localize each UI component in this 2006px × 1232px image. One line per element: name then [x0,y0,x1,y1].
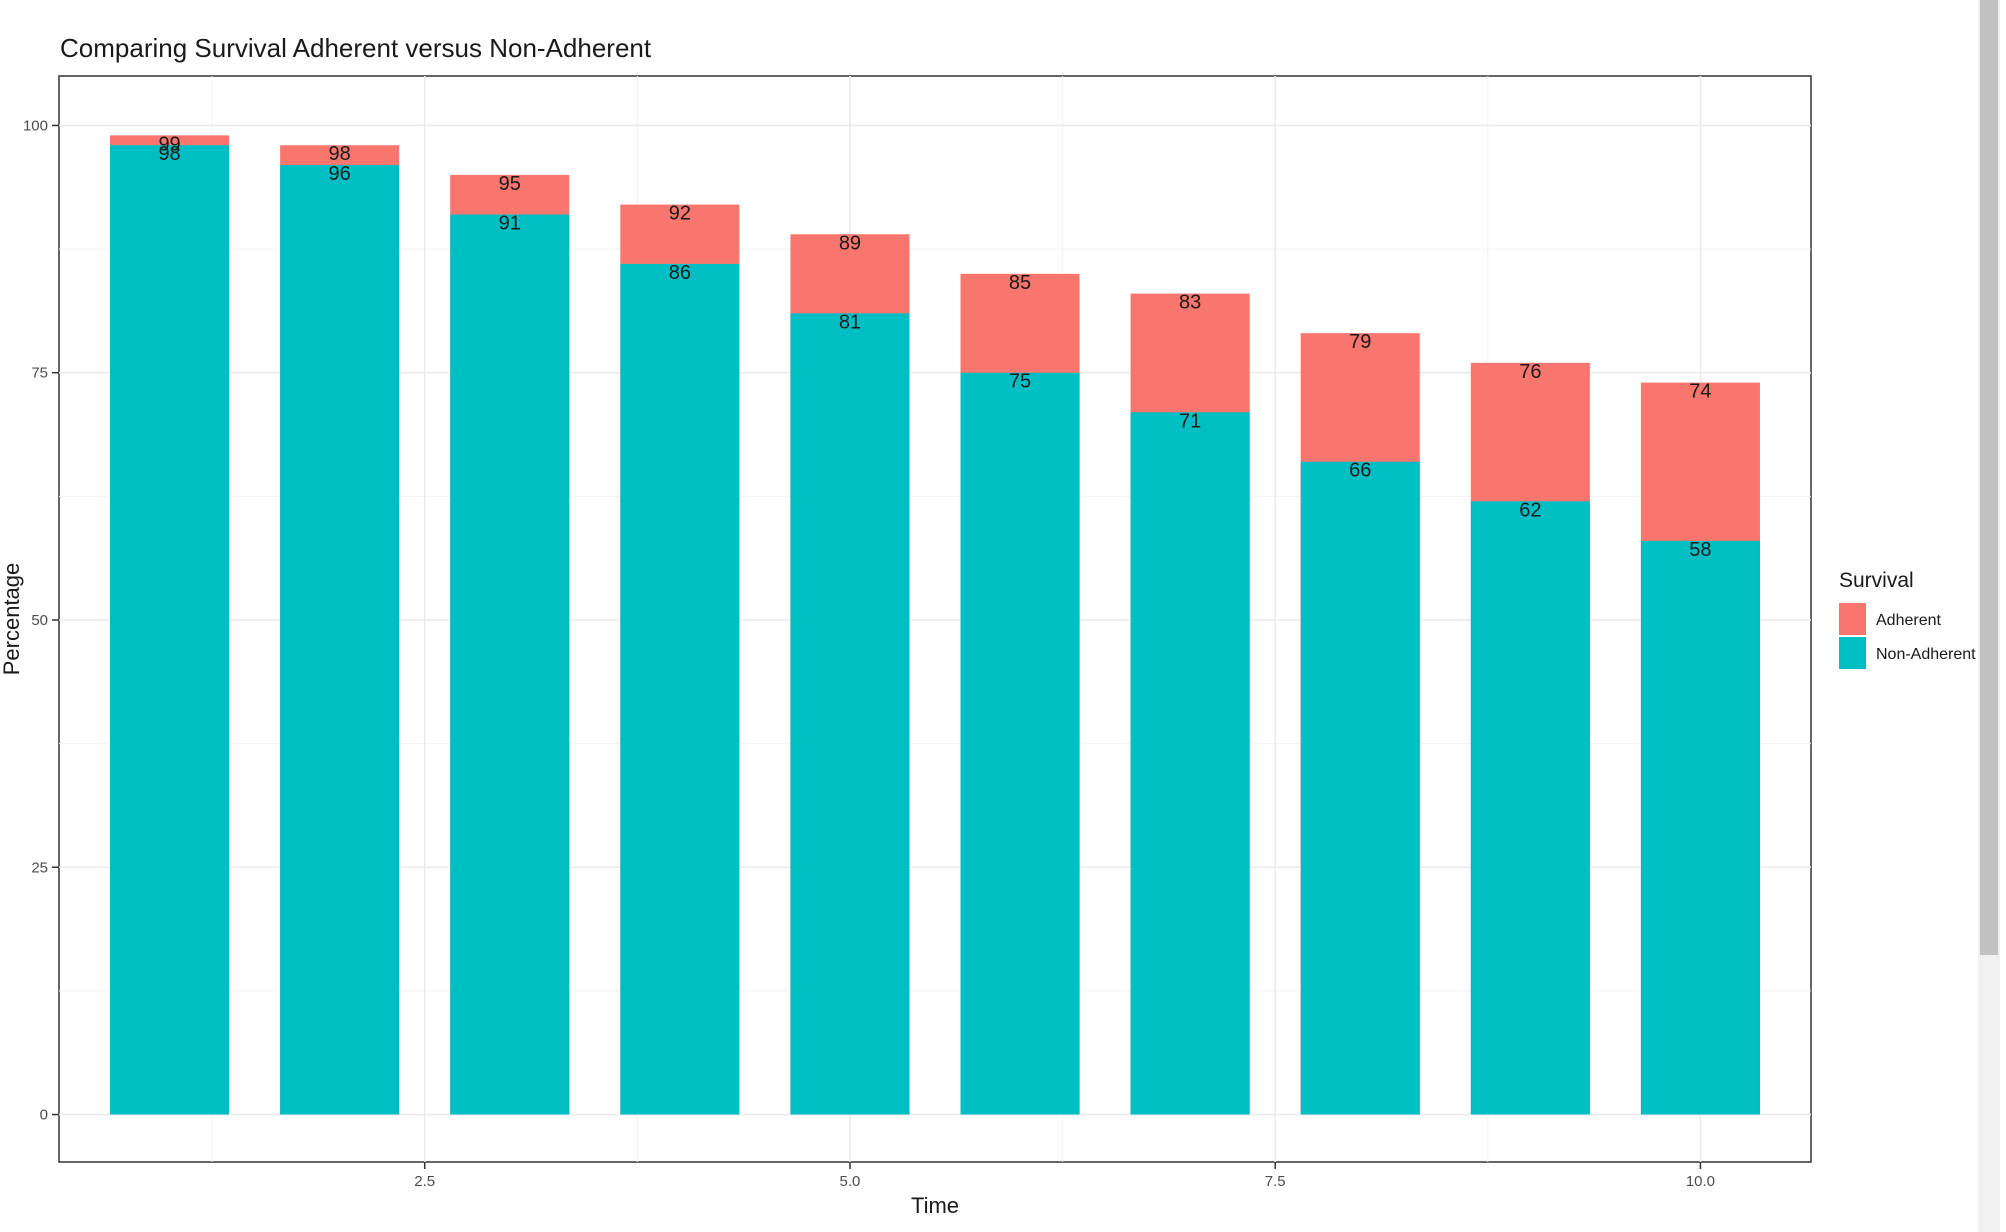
data-label-non-adherent: 96 [329,163,351,185]
data-label-adherent: 76 [1519,361,1541,383]
bar-non-adherent [1470,501,1590,1115]
data-label-non-adherent: 58 [1689,539,1711,561]
data-label-non-adherent: 81 [839,311,861,333]
y-axis-title: Percentage [0,563,24,676]
x-axis-title: Time [911,1193,959,1218]
x-axis: 2.5 5.0 7.5 10.0 [414,1162,1715,1190]
chart-title: Comparing Survival Adherent versus Non-A… [60,33,652,63]
y-tick-label: 50 [31,612,48,629]
legend-title: Survival [1839,569,1914,592]
data-label-adherent: 95 [499,173,521,195]
vertical-scrollbar-thumb[interactable] [1980,0,1998,955]
data-label-non-adherent: 91 [499,212,521,234]
bar-non-adherent [1640,540,1760,1115]
data-label-non-adherent: 66 [1349,460,1371,482]
bars [110,135,1760,1115]
x-tick-label: 10.0 [1686,1173,1715,1190]
bar-non-adherent [620,263,740,1115]
data-label-adherent: 79 [1349,331,1371,353]
x-tick-label: 2.5 [414,1173,435,1190]
legend-label-non-adherent: Non-Adherent [1876,646,1976,663]
bar-non-adherent [450,214,570,1115]
y-tick-label: 100 [23,117,48,134]
data-label-non-adherent: 75 [1009,371,1031,393]
data-label-adherent: 85 [1009,272,1031,294]
data-label-non-adherent: 62 [1519,499,1541,521]
bar-non-adherent [280,165,400,1115]
legend: Survival Adherent Non-Adherent [1839,569,1976,669]
data-label-non-adherent: 86 [669,262,691,284]
bar-non-adherent [790,313,910,1115]
x-tick-label: 7.5 [1265,1173,1286,1190]
legend-label-adherent: Adherent [1876,612,1941,629]
y-tick-label: 25 [31,859,48,876]
data-label-adherent: 99 [158,133,180,155]
data-label-adherent: 89 [839,232,861,254]
x-tick-label: 5.0 [840,1173,861,1190]
bar-non-adherent [1300,461,1420,1115]
data-label-adherent: 74 [1689,381,1711,403]
bar-non-adherent [960,372,1080,1115]
data-label-adherent: 98 [329,143,351,165]
y-axis: 0 25 50 75 100 [23,117,59,1124]
legend-key-adherent [1839,603,1866,635]
y-tick-label: 75 [31,365,48,382]
data-label-adherent: 92 [669,203,691,225]
bar-non-adherent [1130,412,1250,1115]
legend-key-non-adherent [1839,637,1866,669]
data-label-non-adherent: 98 [158,143,180,165]
y-tick-label: 0 [40,1107,48,1124]
data-label-adherent: 83 [1179,292,1201,314]
bar-non-adherent [110,145,230,1115]
data-label-non-adherent: 71 [1179,410,1201,432]
